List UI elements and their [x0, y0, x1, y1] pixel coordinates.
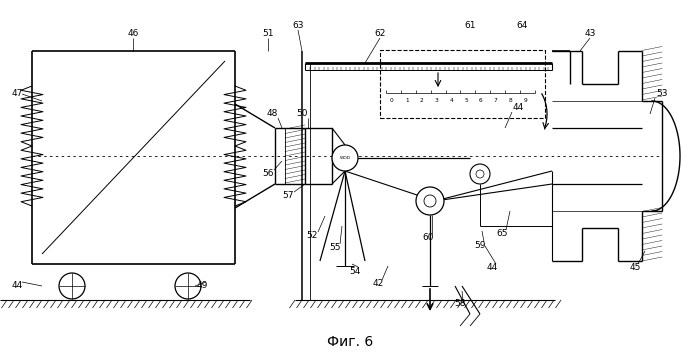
- Text: 45: 45: [629, 263, 641, 272]
- Text: 58: 58: [454, 299, 466, 309]
- Text: 44: 44: [512, 104, 524, 112]
- Text: 63: 63: [293, 21, 304, 31]
- Text: 5: 5: [464, 98, 468, 103]
- Text: 2: 2: [420, 98, 424, 103]
- Text: 55: 55: [329, 244, 341, 252]
- Text: 42: 42: [372, 279, 384, 288]
- Text: 64: 64: [517, 21, 528, 31]
- Text: 59: 59: [475, 241, 486, 251]
- Text: 47: 47: [11, 89, 22, 99]
- Circle shape: [416, 187, 444, 215]
- Text: 54: 54: [349, 267, 360, 276]
- Text: 43: 43: [584, 30, 596, 38]
- Bar: [380, 50, 545, 118]
- Text: 57: 57: [282, 192, 294, 200]
- Text: 51: 51: [262, 30, 274, 38]
- Text: 52: 52: [307, 231, 318, 241]
- Circle shape: [470, 164, 490, 184]
- Text: 53: 53: [657, 89, 668, 99]
- Text: 61: 61: [464, 21, 476, 31]
- Text: 9: 9: [524, 98, 527, 103]
- Text: 7: 7: [494, 98, 498, 103]
- Text: Фиг. 6: Фиг. 6: [327, 335, 373, 349]
- Text: 46: 46: [127, 30, 139, 38]
- Text: 60: 60: [422, 234, 434, 242]
- Text: 48: 48: [266, 110, 278, 119]
- Text: 49: 49: [196, 282, 208, 290]
- Text: 56: 56: [262, 169, 274, 178]
- Circle shape: [332, 145, 358, 171]
- Text: WOD: WOD: [340, 156, 351, 160]
- Text: 4: 4: [449, 98, 453, 103]
- Text: 65: 65: [496, 230, 507, 239]
- Text: 50: 50: [296, 110, 308, 119]
- Text: 44: 44: [11, 282, 22, 290]
- Text: 62: 62: [374, 30, 386, 38]
- Text: 1: 1: [405, 98, 409, 103]
- Text: 3: 3: [435, 98, 438, 103]
- Text: 8: 8: [508, 98, 512, 103]
- Text: 6: 6: [479, 98, 482, 103]
- Text: 0: 0: [390, 98, 394, 103]
- Text: 44: 44: [486, 263, 498, 272]
